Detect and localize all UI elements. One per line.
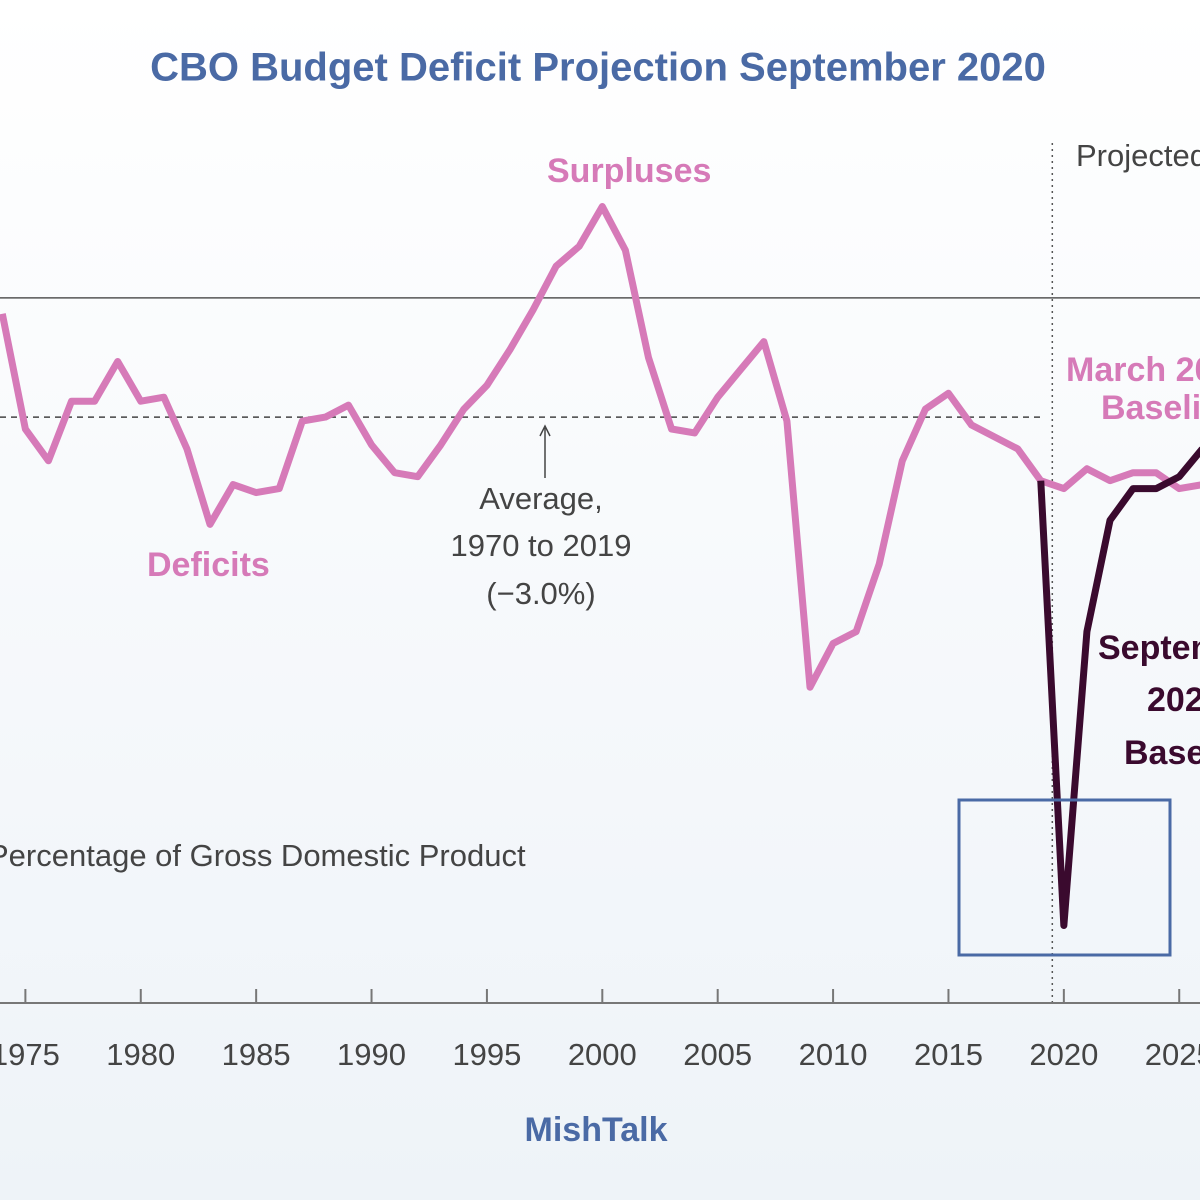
series-line	[0, 203, 1200, 691]
source: MishTalk	[525, 1111, 668, 1149]
x-tick-label: 1975	[0, 1037, 60, 1072]
x-tick-label: 1980	[106, 1037, 175, 1072]
annotation: 2020	[1147, 681, 1200, 719]
annotation: Projected	[1076, 138, 1200, 173]
x-tick-label: 1985	[222, 1037, 291, 1072]
annotation: Baseline	[1101, 389, 1200, 427]
annotation: September	[1098, 629, 1200, 667]
x-tick-label: 2025	[1145, 1037, 1200, 1072]
x-tick-label: 1995	[452, 1037, 521, 1072]
annotation: (−3.0%)	[486, 576, 595, 611]
annotation: 1970 to 2019	[450, 528, 631, 563]
annotation: March 2020	[1066, 351, 1200, 389]
annotation: Deficits	[147, 546, 270, 584]
highlight-box	[957, 798, 1172, 957]
annotation: Average,	[479, 481, 603, 516]
x-tick-label: 1990	[337, 1037, 406, 1072]
annotation: Surpluses	[547, 152, 711, 190]
annotation: Baseline	[1124, 734, 1200, 772]
x-tick-label: 2015	[914, 1037, 983, 1072]
x-tick-label: 2010	[799, 1037, 868, 1072]
x-tick-label: 2020	[1029, 1037, 1098, 1072]
x-tick-label: 2000	[568, 1037, 637, 1072]
chart-title: CBO Budget Deficit Projection September …	[150, 46, 1046, 90]
x-tick-label: 2005	[683, 1037, 752, 1072]
average-arrow-head	[539, 424, 551, 437]
annotation: Percentage of Gross Domestic Product	[0, 838, 526, 873]
series-line	[1037, 446, 1200, 930]
